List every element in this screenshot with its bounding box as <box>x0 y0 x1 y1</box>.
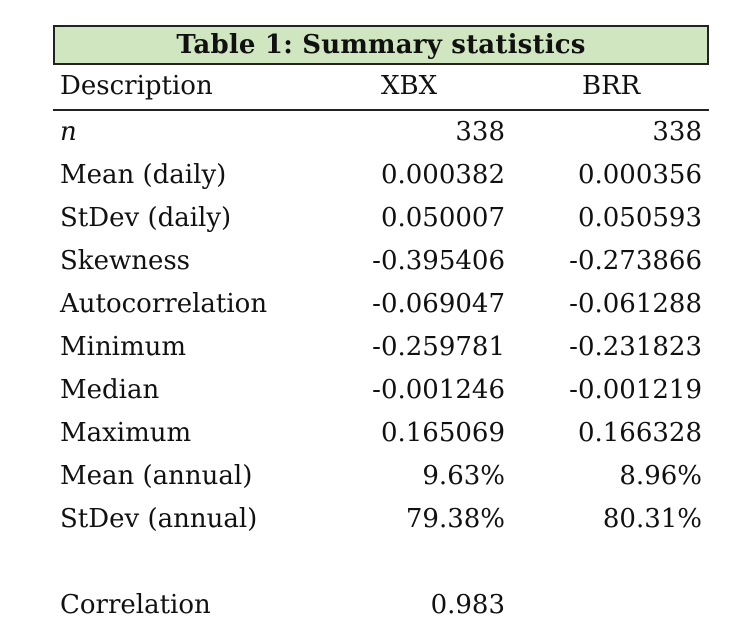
row-label: StDev (daily) <box>60 203 232 233</box>
row-label: Maximum <box>60 418 192 448</box>
table-row: Mean (annual) 9.63% 8.96% <box>53 455 709 498</box>
brr-value: -0.001219 <box>569 375 702 405</box>
xbx-value: -0.259781 <box>372 332 505 362</box>
correlation-value: 0.983 <box>430 590 505 620</box>
table-row: Autocorrelation -0.069047 -0.061288 <box>53 283 709 326</box>
xbx-value: -0.395406 <box>372 246 505 276</box>
brr-value: -0.061288 <box>569 289 702 319</box>
row-label: Minimum <box>60 332 187 362</box>
brr-value: 0.000356 <box>577 160 702 190</box>
table-title: Table 1: Summary statistics <box>53 25 709 65</box>
row-label: Mean (annual) <box>60 461 253 491</box>
brr-value: 338 <box>652 117 702 147</box>
brr-value: 80.31% <box>602 504 702 534</box>
xbx-value: 0.000382 <box>380 160 505 190</box>
xbx-value: -0.001246 <box>372 375 505 405</box>
xbx-value: 338 <box>455 117 505 147</box>
xbx-value: 9.63% <box>422 461 505 491</box>
table-header-row: Description XBX BRR <box>53 65 709 111</box>
summary-statistics-table: Table 1: Summary statistics Description … <box>53 25 709 627</box>
row-label: Median <box>60 375 160 405</box>
brr-value: 8.96% <box>619 461 702 491</box>
table-row: Median -0.001246 -0.001219 <box>53 369 709 412</box>
blank-row <box>53 541 709 584</box>
table-row: n 338 338 <box>53 111 709 154</box>
header-description: Description <box>60 71 213 101</box>
table-row: Mean (daily) 0.000382 0.000356 <box>53 154 709 197</box>
header-xbx: XBX <box>381 71 438 101</box>
brr-value: -0.273866 <box>569 246 702 276</box>
brr-value: 0.050593 <box>577 203 702 233</box>
row-label: Mean (daily) <box>60 160 227 190</box>
xbx-value: 79.38% <box>405 504 505 534</box>
table-row: Maximum 0.165069 0.166328 <box>53 412 709 455</box>
row-label: n <box>60 117 77 147</box>
table-row: StDev (daily) 0.050007 0.050593 <box>53 197 709 240</box>
xbx-value: 0.165069 <box>380 418 505 448</box>
xbx-value: 0.050007 <box>380 203 505 233</box>
table-row: Skewness -0.395406 -0.273866 <box>53 240 709 283</box>
brr-value: 0.166328 <box>577 418 702 448</box>
row-label: Skewness <box>60 246 191 276</box>
correlation-row: Correlation 0.983 <box>53 584 709 627</box>
correlation-label: Correlation <box>60 590 211 620</box>
row-label: StDev (annual) <box>60 504 258 534</box>
header-brr: BRR <box>582 71 641 101</box>
row-label: Autocorrelation <box>60 289 268 319</box>
table-row: StDev (annual) 79.38% 80.31% <box>53 498 709 541</box>
table-row: Minimum -0.259781 -0.231823 <box>53 326 709 369</box>
xbx-value: -0.069047 <box>372 289 505 319</box>
brr-value: -0.231823 <box>569 332 702 362</box>
